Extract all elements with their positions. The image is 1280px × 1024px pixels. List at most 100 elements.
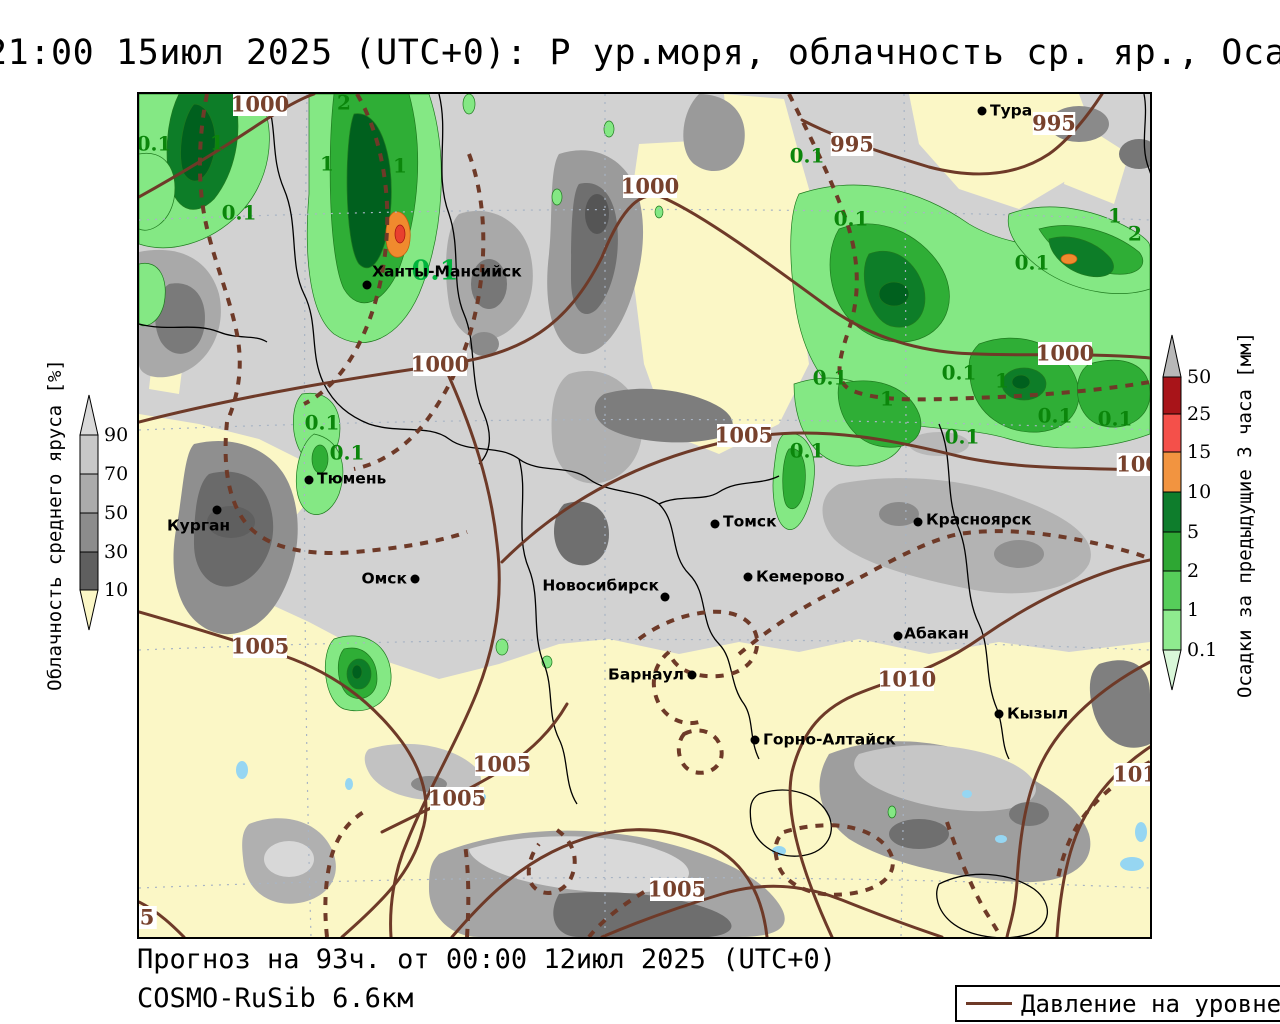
isobar-label: 1005 — [648, 877, 706, 902]
colorbar-tick-label: 5 — [1187, 521, 1199, 543]
city-dot — [660, 592, 670, 602]
precip-contour-label: 0.1 — [942, 361, 977, 385]
precip-contour-label: 1 — [393, 154, 407, 178]
precip-contour-label: 0.1 — [139, 132, 171, 156]
isobar-label: 101 — [1113, 762, 1150, 787]
precip-contour-label: 1 — [1108, 204, 1122, 228]
isobar-label: 995 — [1032, 111, 1076, 136]
isobar-label-box — [413, 353, 467, 376]
isobar-label-box — [233, 94, 287, 116]
colorbar-segment — [1162, 570, 1182, 611]
city-label: Тура — [990, 102, 1032, 120]
cities-layer: Тура Ханты-Мансийск Тюмень Курган Омск Томск Н… — [167, 102, 1068, 749]
colorbar-tick-label: 50 — [104, 502, 128, 524]
precip-contour-label: 1 — [210, 131, 224, 155]
colorbar-tick-label: 10 — [104, 579, 128, 601]
city-label: Кемерово — [756, 568, 845, 586]
isobar-label: 995 — [830, 132, 874, 157]
colorbar-tick-label: 90 — [104, 424, 128, 446]
isobar-label: 1000 — [621, 174, 679, 199]
colorbar-arrow-bottom — [79, 589, 99, 631]
border-layer — [139, 94, 1150, 937]
cloud-layer — [139, 94, 1150, 937]
isobar-label-box — [139, 906, 157, 929]
isobar-label-box — [430, 787, 484, 810]
city-label: Курган — [167, 517, 230, 535]
precip-contour-label: 0.1 — [813, 366, 848, 390]
precip-contour-label: 0.1 — [412, 256, 459, 287]
city-label: Абакан — [904, 625, 969, 643]
isobar-label: 5 — [140, 905, 155, 930]
city-label: Тюмень — [317, 470, 387, 488]
city-dot — [710, 519, 720, 529]
isobar-label: 1005 — [428, 786, 486, 811]
map-frame: 0.1 1 0.1 2 1 1 0.1 0.1 0.1 0.1 0.1 0.1 1 2 0.1 1 0.1 1 0.… — [137, 92, 1152, 939]
colorbar-tick-label: 10 — [1187, 481, 1211, 503]
colorbar-segment — [1162, 413, 1182, 453]
city-label: Омск — [361, 570, 407, 588]
precip-colorbar: 50 25 15 10 5 2 1 0.1 — [1162, 334, 1217, 691]
precip-contour-label: 2 — [337, 94, 351, 115]
isobar-label: 1000 — [231, 94, 289, 117]
colorbar-tick-label: 30 — [104, 541, 128, 563]
colorbar-tick-label: 15 — [1187, 441, 1211, 463]
isobar-label: 1000 — [1036, 341, 1094, 366]
precip-contour-label: 1 — [995, 369, 1009, 393]
city-dot — [893, 631, 903, 641]
precip-contour-label: 0.1 — [1038, 404, 1073, 428]
precip-contour-label: 0.1 — [834, 207, 869, 231]
city-label: Кызыл — [1007, 705, 1068, 723]
city-dot — [362, 280, 372, 290]
precip-contour-label: 0.1 — [1098, 407, 1133, 431]
isobar-label: 1005 — [473, 752, 531, 777]
colorbar-segment — [79, 473, 99, 514]
isobar-label: 1005 — [231, 634, 289, 659]
colorbar-segment — [79, 434, 99, 475]
isobar-label-box — [830, 133, 874, 156]
precip-contour-label: 2 — [1128, 222, 1142, 246]
precip-contour-label: 0.1 — [222, 201, 257, 225]
city-dot — [743, 572, 753, 582]
city-dot — [913, 517, 923, 527]
precip-colorbar-title: Осадки за предыдущие 3 часа [мм] — [1234, 331, 1256, 699]
graticule-layer — [139, 94, 1150, 937]
city-label: Горно-Алтайск — [763, 731, 896, 749]
precip-contour-label: 1 — [320, 152, 334, 176]
city-dot — [410, 574, 420, 584]
colorbar-segment — [1162, 491, 1182, 533]
colorbar-segment — [1162, 376, 1182, 415]
isobar-label-box — [1032, 112, 1076, 135]
precip-contour-label: 0.1 — [945, 425, 980, 449]
model-info-text: COSMO-RuSib 6.6км — [137, 983, 414, 1014]
colorbar-tick-label: 70 — [104, 463, 128, 485]
city-label: Барнаул — [608, 666, 684, 684]
pressure-legend-label: Давление на уровне моря — [1021, 989, 1280, 1018]
forecast-info-text: Прогноз на 93ч. от 00:00 12июл 2025 (UTC… — [137, 944, 836, 975]
colorbar-tick-label: 1 — [1187, 599, 1199, 621]
colorbar-tick-label: 25 — [1187, 403, 1211, 425]
isobar-label: 1005 — [715, 423, 773, 448]
colorbar-arrow-top — [79, 394, 99, 436]
precip-contour-label: 0.1 — [790, 144, 825, 168]
colorbar-segment — [1162, 531, 1182, 572]
city-dot — [687, 670, 697, 680]
colorbar-segment — [1162, 609, 1182, 651]
isobar-label: 1000 — [411, 352, 469, 377]
isobar-label: 1010 — [878, 667, 936, 692]
isobar-label-box — [1113, 763, 1150, 786]
precip-contour-label: 0.1 — [305, 411, 340, 435]
cloud-colorbar-title: Облачность среднего яруса [%] — [44, 359, 66, 691]
isobar-labels-layer: 1000 995 995 1000 1000 1005 1000 100 1005 1010 100… — [139, 94, 1150, 930]
isobar-label-box — [1038, 342, 1092, 365]
isobar-label-box — [650, 878, 704, 901]
city-label: Красноярск — [926, 511, 1032, 529]
isobar-label-box — [623, 175, 677, 198]
isobar-label-box — [880, 668, 934, 691]
colorbar-tick-label: 0.1 — [1187, 639, 1217, 661]
isobar-label-box — [475, 753, 529, 776]
pressure-legend-box: Давление на уровне моря — [955, 985, 1280, 1022]
precip-contour-label: 1 — [880, 387, 894, 411]
